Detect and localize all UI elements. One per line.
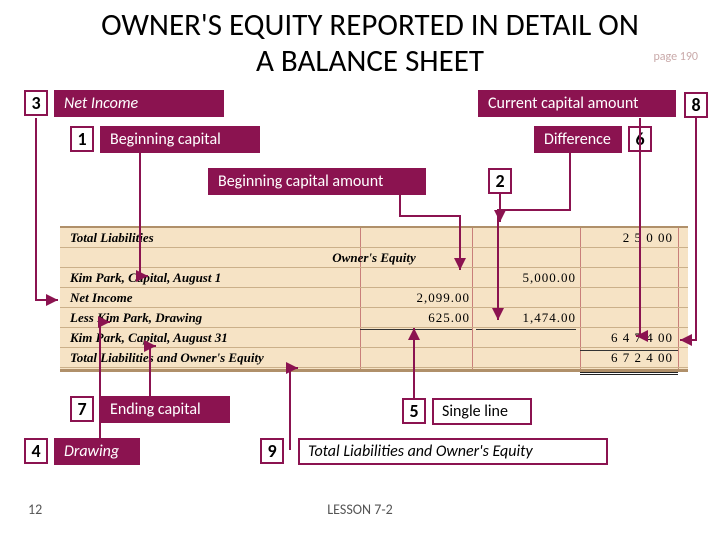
ledger-label: Net Income — [70, 288, 132, 308]
callout-number-3: 3 — [24, 90, 48, 116]
callout-label-drawing: Drawing — [54, 438, 140, 465]
callout-label-net-income: Net Income — [54, 90, 224, 117]
ledger-row: Kim Park, Capital, August 1 5,000.00 — [60, 268, 688, 288]
callout-label-beginning-capital: Beginning capital — [100, 126, 260, 153]
ledger-value: 6 4 7 4 00 — [588, 328, 673, 348]
ledger-row: Less Kim Park, Drawing 625.00 1,474.00 — [60, 308, 688, 328]
ledger-row: Total Liabilities and Owner's Equity 6 7… — [60, 348, 688, 368]
page-reference: page 190 — [653, 50, 698, 64]
callout-number-7: 7 — [70, 396, 94, 422]
ledger-label: Total Liabilities — [70, 228, 154, 248]
ledger-label: Total Liabilities and Owner's Equity — [70, 348, 264, 368]
callout-label-total-liabilities: Total Liabilities and Owner's Equity — [298, 438, 608, 465]
ledger-label: Less Kim Park, Drawing — [70, 308, 202, 328]
ledger-value: 6 7 2 4 00 — [588, 348, 673, 368]
callout-number-8: 8 — [684, 92, 708, 118]
callout-number-4: 4 — [24, 438, 48, 464]
callout-label-difference: Difference — [534, 126, 622, 153]
callout-label-current-capital: Current capital amount — [478, 90, 676, 117]
ledger-value: 2 5 0 00 — [588, 228, 673, 248]
slide-title: OWNER'S EQUITY REPORTED IN DETAIL ON A B… — [90, 8, 650, 79]
callout-number-6: 6 — [628, 126, 652, 152]
ledger-value: 625.00 — [360, 308, 470, 328]
ledger-label: Kim Park, Capital, August 31 — [70, 328, 228, 348]
lesson-footer: LESSON 7-2 — [0, 501, 720, 518]
ledger-label: Kim Park, Capital, August 1 — [70, 268, 221, 288]
callout-label-ending-capital: Ending capital — [100, 396, 230, 423]
ledger-value: 2,099.00 — [360, 288, 470, 308]
callout-number-9: 9 — [260, 438, 284, 464]
ledger-row: Kim Park, Capital, August 31 6 4 7 4 00 — [60, 328, 688, 348]
callout-number-1: 1 — [70, 126, 94, 152]
callout-label-single-line: Single line — [432, 398, 532, 425]
ledger-value: 1,474.00 — [476, 308, 576, 328]
ledger-value: 5,000.00 — [476, 268, 576, 288]
ledger-row: Owner's Equity — [60, 248, 688, 268]
ledger-row: Total Liabilities 2 5 0 00 — [60, 228, 688, 248]
callout-number-2: 2 — [488, 168, 512, 194]
ledger-label: Owner's Equity — [60, 248, 688, 268]
slide: OWNER'S EQUITY REPORTED IN DETAIL ON A B… — [0, 0, 720, 540]
balance-sheet-strip: Total Liabilities 2 5 0 00 Owner's Equit… — [60, 226, 688, 372]
callout-label-beginning-amount: Beginning capital amount — [208, 168, 426, 195]
callout-number-5: 5 — [402, 398, 426, 424]
ledger-row: Net Income 2,099.00 — [60, 288, 688, 308]
